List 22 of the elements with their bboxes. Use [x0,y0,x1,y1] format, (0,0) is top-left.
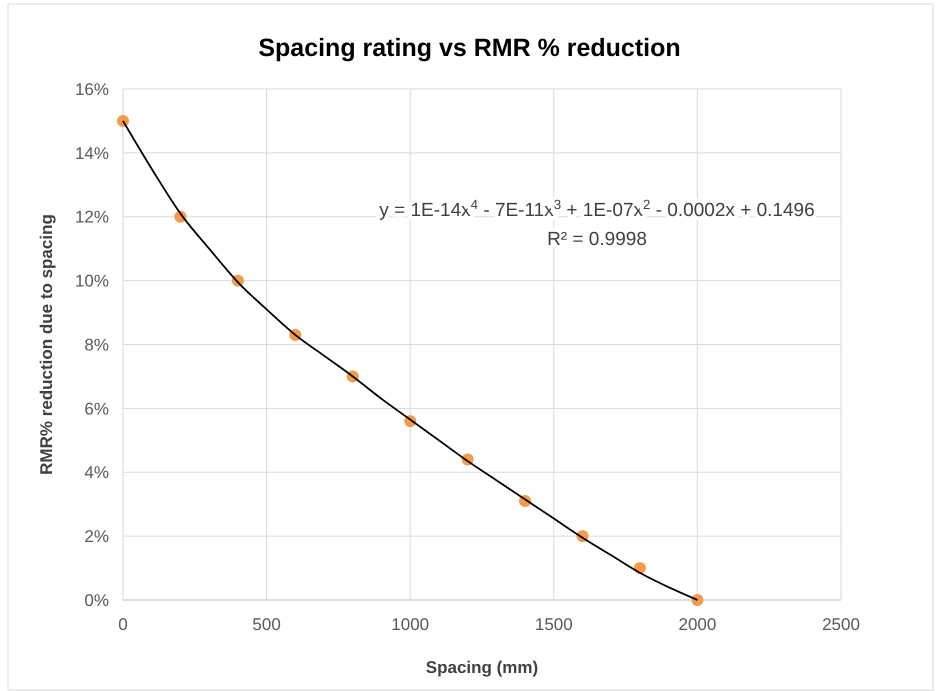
y-axis-title: RMR% reduction due to spacing [37,214,56,475]
point [117,114,129,127]
x-axis-title: Spacing (mm) [426,658,538,677]
y-tick-label: 8% [84,335,109,354]
y-tick-label: 12% [74,208,109,227]
annotation: y = 1E-14x$^{4}$ - 7E-11x$^{3}$ + 1E-07x$^{2}$ - 0.0002x + 0.1496 [379,196,815,221]
y-tick-label: 6% [84,399,109,418]
y-tick-label: 2% [84,527,109,546]
y-tick-label: 0% [84,590,109,610]
x-tick-label: 1500 [534,615,573,634]
y-tick-label: 4% [84,463,109,482]
x-tick-label: 0 [118,615,128,634]
annotation: R² = 0.9998 [547,229,647,250]
y-tick-label: 14% [74,144,109,163]
x-tick-label: 1000 [391,615,430,634]
y-tick-label: 16% [74,80,109,99]
x-tick-label: 2000 [678,615,716,634]
chart-title: Spacing rating vs RMR % reduction [258,34,681,62]
x-tick-label: 2500 [822,615,860,634]
x-tick-label: 500 [252,615,281,634]
y-tick-label: 10% [74,272,109,291]
point [691,594,704,606]
